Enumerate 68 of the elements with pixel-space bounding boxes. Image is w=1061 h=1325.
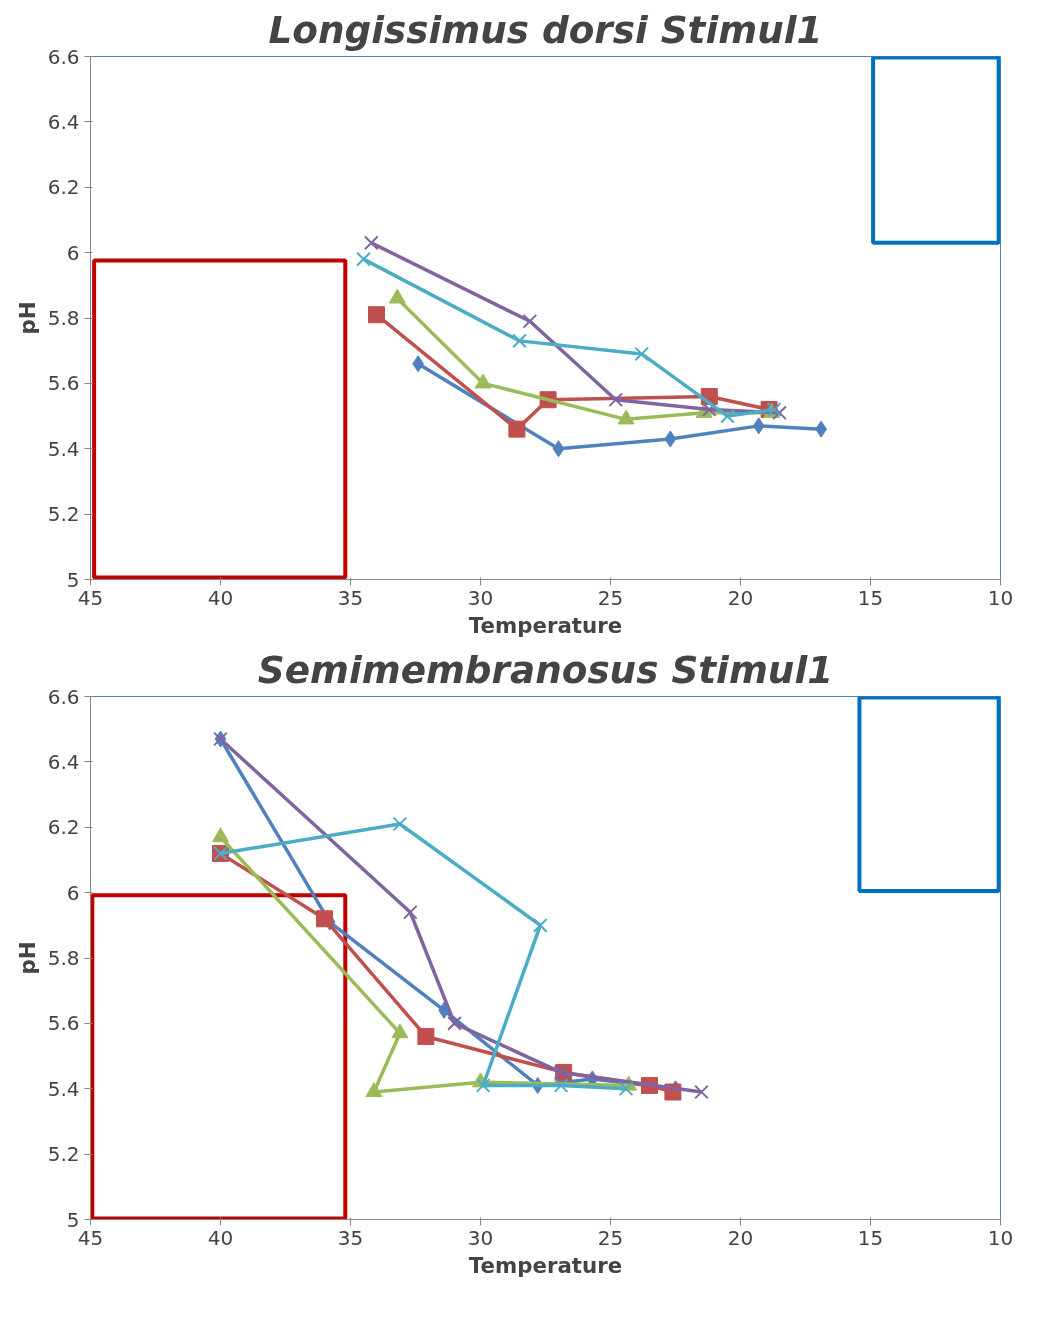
x-tick-label: 20: [727, 1225, 754, 1250]
point: [363, 235, 379, 251]
x-tick-label: 40: [207, 1225, 234, 1250]
y-tick-label: 6.4: [47, 109, 80, 134]
point: [475, 1078, 491, 1093]
point: [701, 402, 717, 417]
y-tick-label: 6.6: [47, 684, 80, 709]
y-tick-label: 6: [66, 240, 80, 265]
y-tick-label: 5.8: [47, 946, 80, 970]
y-axis-title: pH: [14, 941, 40, 975]
y-tick-label: 6.4: [47, 749, 80, 774]
point: [365, 1082, 383, 1098]
point: [212, 827, 229, 843]
y-tick-label: 6.6: [47, 44, 80, 69]
x-tick-label: 10: [987, 585, 1014, 610]
y-tick-label: 5: [66, 567, 80, 592]
point: [417, 1027, 435, 1045]
x-tick-label: 15: [857, 585, 884, 610]
x-tick-label: 20: [727, 585, 754, 610]
point: [664, 430, 677, 448]
y-tick-label: 5: [66, 1207, 80, 1232]
x-tick-label: 10: [987, 1225, 1014, 1250]
point: [752, 417, 765, 435]
x-tick-label: 45: [77, 1225, 104, 1250]
x-tick-label: 35: [337, 585, 364, 610]
x-tick-label: 30: [467, 585, 494, 610]
point: [316, 910, 333, 928]
x-tick-label: 45: [77, 585, 104, 610]
point: [532, 917, 548, 933]
point: [720, 408, 735, 424]
y-axis-title: pH: [14, 301, 40, 335]
x-tick-label: 40: [207, 585, 234, 610]
x-tick-label: 15: [857, 1225, 884, 1250]
point: [447, 1016, 462, 1031]
x-tick-label: 25: [597, 1225, 624, 1250]
point: [553, 1065, 569, 1080]
chart-title: Longissimus dorsi Stimul1: [268, 7, 823, 52]
point: [772, 405, 787, 421]
y-tick-label: 6.2: [47, 815, 80, 840]
y-tick-label: 5.8: [47, 306, 80, 330]
point: [608, 392, 624, 408]
y-tick-label: 5.6: [47, 371, 80, 396]
point: [508, 420, 526, 438]
point: [634, 346, 650, 362]
point: [512, 333, 527, 349]
y-tick-label: 5.6: [47, 1011, 80, 1036]
point: [391, 1023, 409, 1039]
x-tick-label: 30: [467, 1225, 494, 1250]
y-tick-label: 5.2: [47, 1142, 80, 1167]
y-tick-label: 5.4: [47, 1076, 80, 1101]
x-axis-title: Temperature: [468, 1252, 623, 1278]
x-tick-label: 25: [597, 585, 624, 610]
point: [694, 1084, 709, 1100]
point: [552, 440, 565, 458]
y-tick-label: 6: [66, 880, 80, 905]
y-tick-label: 6.2: [47, 175, 80, 200]
y-tick-label: 5.4: [47, 436, 80, 461]
point: [368, 306, 385, 324]
chart-title: Semimembranosus Stimul1: [257, 647, 834, 692]
point: [522, 313, 538, 329]
x-tick-label: 35: [337, 1225, 364, 1250]
point: [392, 816, 408, 832]
x-axis-title: Temperature: [468, 612, 623, 638]
point: [402, 904, 418, 920]
point: [356, 251, 371, 267]
point: [618, 1081, 634, 1097]
point: [553, 1078, 569, 1093]
y-tick-label: 5.2: [47, 502, 80, 527]
